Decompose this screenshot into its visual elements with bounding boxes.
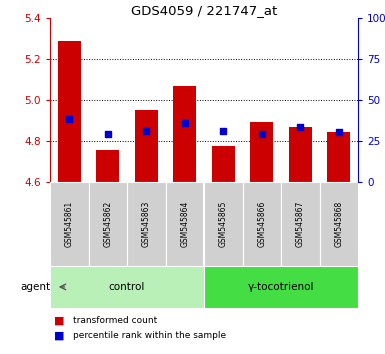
Text: control: control (109, 282, 145, 292)
Text: GSM545861: GSM545861 (65, 201, 74, 247)
Text: GSM545865: GSM545865 (219, 200, 228, 247)
Bar (204, 182, 243, 266)
Bar (50, 266, 204, 308)
Bar (50, 182, 89, 266)
Text: agent: agent (20, 282, 50, 292)
Text: transformed count: transformed count (73, 316, 157, 325)
Bar (96, 150, 119, 182)
Text: GSM545863: GSM545863 (142, 200, 151, 247)
Text: ■: ■ (54, 315, 64, 325)
Bar (243, 182, 281, 266)
Text: GSM545868: GSM545868 (334, 201, 343, 247)
Point (259, 132, 265, 137)
Bar (204, 266, 358, 308)
Text: percentile rank within the sample: percentile rank within the sample (73, 331, 226, 340)
Text: γ-tocotrienol: γ-tocotrienol (248, 282, 314, 292)
Text: ■: ■ (54, 330, 64, 340)
Bar (320, 182, 358, 266)
Title: GDS4059 / 221747_at: GDS4059 / 221747_at (131, 4, 277, 17)
Point (220, 129, 226, 134)
Point (182, 120, 188, 126)
Bar (212, 146, 235, 182)
Text: GSM545866: GSM545866 (257, 200, 266, 247)
Point (297, 125, 303, 130)
Text: GSM545862: GSM545862 (103, 201, 112, 247)
Point (105, 132, 111, 137)
Bar (173, 86, 196, 182)
Bar (327, 132, 350, 182)
Bar (250, 122, 273, 182)
Text: GSM545864: GSM545864 (180, 200, 189, 247)
Bar (166, 182, 204, 266)
Point (143, 129, 149, 134)
Bar (289, 127, 312, 182)
Text: GSM545867: GSM545867 (296, 200, 305, 247)
Bar (281, 182, 320, 266)
Point (336, 130, 342, 135)
Bar (127, 182, 166, 266)
Bar (89, 182, 127, 266)
Point (66, 116, 72, 122)
Bar (58, 41, 81, 182)
Bar (135, 110, 158, 182)
